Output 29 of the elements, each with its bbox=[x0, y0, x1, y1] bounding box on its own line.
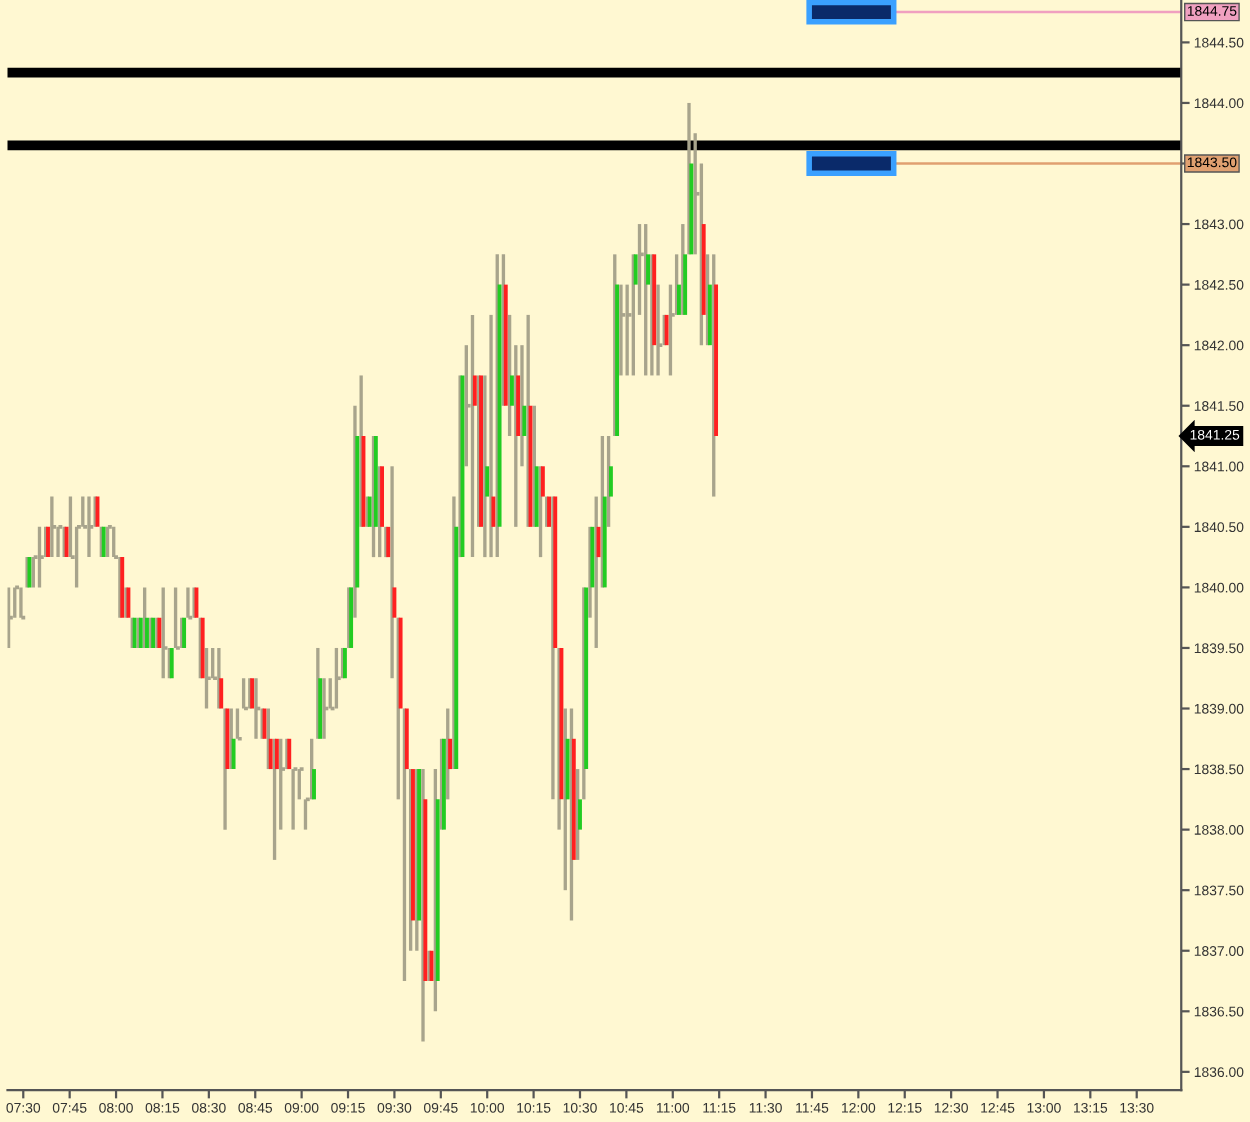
candlestick bbox=[613, 252, 620, 438]
candlestick bbox=[142, 585, 149, 650]
candlestick bbox=[316, 646, 323, 741]
candlestick bbox=[99, 525, 106, 559]
candlestick bbox=[495, 252, 502, 559]
candlestick bbox=[619, 282, 626, 378]
candlestick bbox=[310, 737, 316, 802]
candlestick bbox=[87, 494, 94, 559]
candlestick bbox=[149, 616, 156, 650]
candlestick bbox=[37, 525, 44, 590]
candlestick bbox=[130, 616, 137, 650]
candlestick bbox=[161, 585, 168, 680]
candlestick bbox=[334, 646, 341, 711]
candlestick bbox=[217, 646, 224, 711]
candlestick bbox=[538, 464, 545, 559]
candlestick bbox=[712, 252, 719, 499]
candlestick bbox=[173, 585, 180, 650]
candlestick bbox=[272, 737, 279, 862]
candlestick bbox=[223, 706, 230, 832]
candlestick bbox=[204, 646, 211, 711]
candlestick bbox=[569, 706, 576, 923]
candlestick bbox=[644, 222, 650, 378]
candlestick bbox=[118, 555, 125, 620]
candlestick bbox=[105, 525, 112, 559]
candlestick bbox=[229, 706, 236, 771]
candlestick bbox=[50, 494, 57, 559]
candlestick bbox=[371, 434, 378, 559]
candlestick bbox=[470, 313, 477, 559]
candlestick bbox=[421, 767, 428, 1044]
